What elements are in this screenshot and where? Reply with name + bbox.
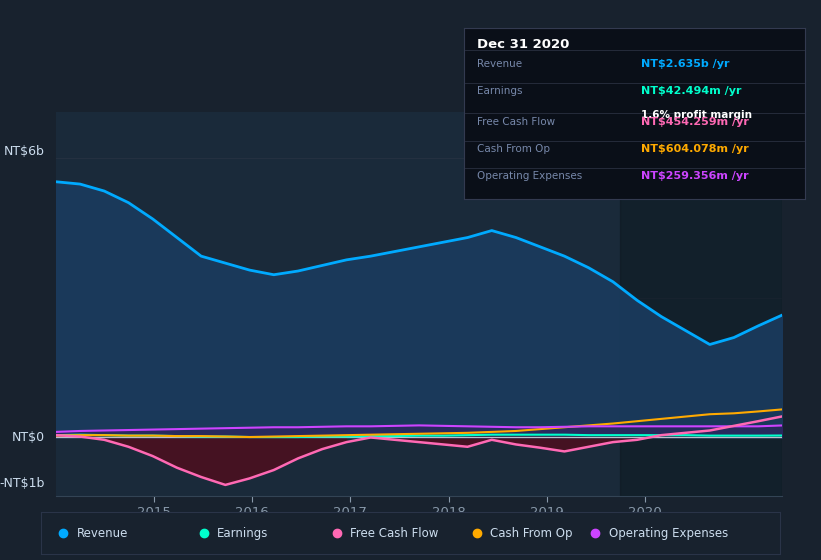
Text: Free Cash Flow: Free Cash Flow — [350, 527, 438, 540]
Text: Cash From Op: Cash From Op — [490, 527, 573, 540]
Text: 1.6% profit margin: 1.6% profit margin — [641, 110, 752, 120]
Text: Earnings: Earnings — [478, 86, 523, 96]
Text: Revenue: Revenue — [76, 527, 128, 540]
Text: NT$42.494m /yr: NT$42.494m /yr — [641, 86, 741, 96]
Text: -NT$1b: -NT$1b — [0, 478, 45, 491]
Text: Operating Expenses: Operating Expenses — [608, 527, 727, 540]
Text: NT$6b: NT$6b — [4, 146, 45, 158]
Text: Earnings: Earnings — [217, 527, 268, 540]
Text: Revenue: Revenue — [478, 59, 523, 69]
Text: NT$259.356m /yr: NT$259.356m /yr — [641, 171, 749, 181]
Text: Cash From Op: Cash From Op — [478, 144, 551, 154]
Text: Dec 31 2020: Dec 31 2020 — [478, 38, 570, 52]
Text: Free Cash Flow: Free Cash Flow — [478, 117, 556, 127]
Text: NT$604.078m /yr: NT$604.078m /yr — [641, 144, 749, 154]
Text: NT$2.635b /yr: NT$2.635b /yr — [641, 59, 730, 69]
Text: Operating Expenses: Operating Expenses — [478, 171, 583, 181]
Text: NT$0: NT$0 — [11, 431, 45, 444]
Text: NT$454.259m /yr: NT$454.259m /yr — [641, 117, 749, 127]
Bar — [621, 112, 782, 496]
